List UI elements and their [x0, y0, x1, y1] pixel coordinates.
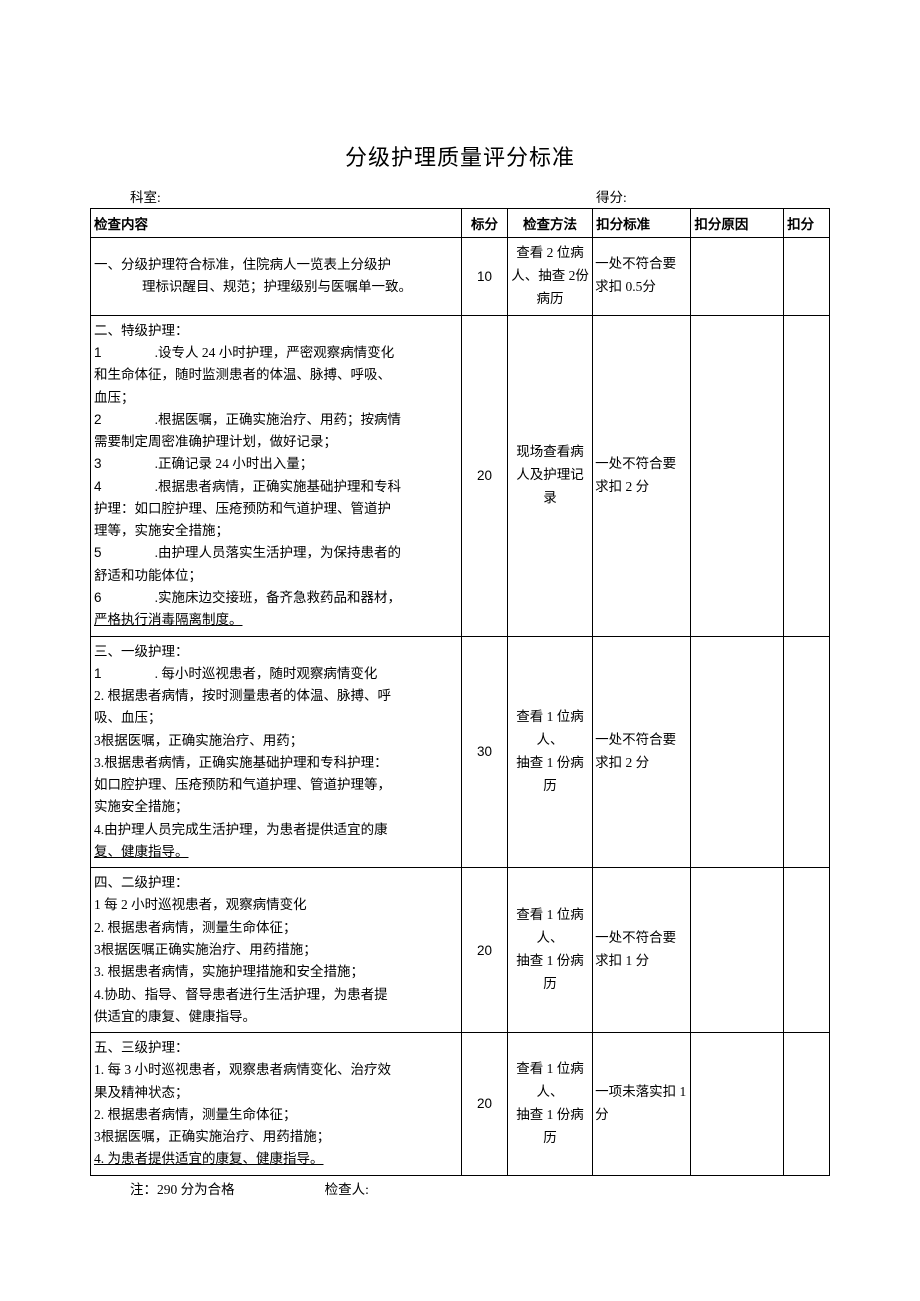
col-header-content: 检查内容 — [91, 209, 462, 238]
col-header-standard: 扣分标准 — [593, 209, 691, 238]
content-cell: 二、特级护理：1.设专人 24 小时护理，严密观察病情变化和生命体征，随时监测患… — [91, 315, 462, 636]
deduct-cell — [784, 1033, 830, 1176]
header-row: 科室: 得分: — [90, 186, 830, 208]
reason-cell — [691, 315, 784, 636]
method-cell: 查看 1 位病人、抽查 1 份病历 — [507, 868, 592, 1033]
content-cell: 五、三级护理：1. 每 3 小时巡视患者，观察患者病情变化、治疗效果及精神状态；… — [91, 1033, 462, 1176]
method-cell: 现场查看病人及护理记录 — [507, 315, 592, 636]
standard-cell: 一处不符合要求扣 2 分 — [593, 636, 691, 868]
score-label: 得分: — [596, 186, 826, 206]
deduct-cell — [784, 868, 830, 1033]
content-cell: 四、二级护理：1 每 2 小时巡视患者，观察病情变化2. 根据患者病情，测量生命… — [91, 868, 462, 1033]
reason-cell — [691, 636, 784, 868]
footer: 注：290 分为合格 检查人: — [90, 1178, 830, 1198]
method-cell: 查看 1 位病人、抽查 1 份病历 — [507, 636, 592, 868]
deduct-cell — [784, 636, 830, 868]
table-row: 二、特级护理：1.设专人 24 小时护理，严密观察病情变化和生命体征，随时监测患… — [91, 315, 830, 636]
standard-cell: 一项未落实扣 1 分 — [593, 1033, 691, 1176]
standard-cell: 一处不符合要求扣 2 分 — [593, 315, 691, 636]
deduct-cell — [784, 315, 830, 636]
footer-note: 注：290 分为合格 — [130, 1178, 235, 1198]
content-cell: 一、分级护理符合标准，住院病人一览表上分级护理标识醒目、规范；护理级别与医嘱单一… — [91, 238, 462, 316]
scoring-table: 检查内容 标分 检查方法 扣分标准 扣分原因 扣分 一、分级护理符合标准，住院病… — [90, 208, 830, 1176]
col-header-deduct: 扣分 — [784, 209, 830, 238]
standard-cell: 一处不符合要求扣 0.5分 — [593, 238, 691, 316]
reason-cell — [691, 1033, 784, 1176]
reason-cell — [691, 238, 784, 316]
footer-inspector: 检查人: — [325, 1178, 369, 1198]
col-header-score: 标分 — [462, 209, 508, 238]
col-header-method: 检查方法 — [507, 209, 592, 238]
page-title: 分级护理质量评分标准 — [90, 140, 830, 172]
deduct-cell — [784, 238, 830, 316]
table-header-row: 检查内容 标分 检查方法 扣分标准 扣分原因 扣分 — [91, 209, 830, 238]
score-cell: 30 — [462, 636, 508, 868]
table-row: 三、一级护理：1. 每小时巡视患者，随时观察病情变化2. 根据患者病情，按时测量… — [91, 636, 830, 868]
content-cell: 三、一级护理：1. 每小时巡视患者，随时观察病情变化2. 根据患者病情，按时测量… — [91, 636, 462, 868]
standard-cell: 一处不符合要求扣 1 分 — [593, 868, 691, 1033]
score-cell: 10 — [462, 238, 508, 316]
reason-cell — [691, 868, 784, 1033]
method-cell: 查看 1 位病人、抽查 1 份病历 — [507, 1033, 592, 1176]
score-cell: 20 — [462, 315, 508, 636]
score-cell: 20 — [462, 868, 508, 1033]
method-cell: 查看 2 位病人、抽查 2份病历 — [507, 238, 592, 316]
table-row: 五、三级护理：1. 每 3 小时巡视患者，观察患者病情变化、治疗效果及精神状态；… — [91, 1033, 830, 1176]
score-cell: 20 — [462, 1033, 508, 1176]
table-row: 四、二级护理：1 每 2 小时巡视患者，观察病情变化2. 根据患者病情，测量生命… — [91, 868, 830, 1033]
department-label: 科室: — [130, 186, 596, 206]
table-row: 一、分级护理符合标准，住院病人一览表上分级护理标识醒目、规范；护理级别与医嘱单一… — [91, 238, 830, 316]
col-header-reason: 扣分原因 — [691, 209, 784, 238]
